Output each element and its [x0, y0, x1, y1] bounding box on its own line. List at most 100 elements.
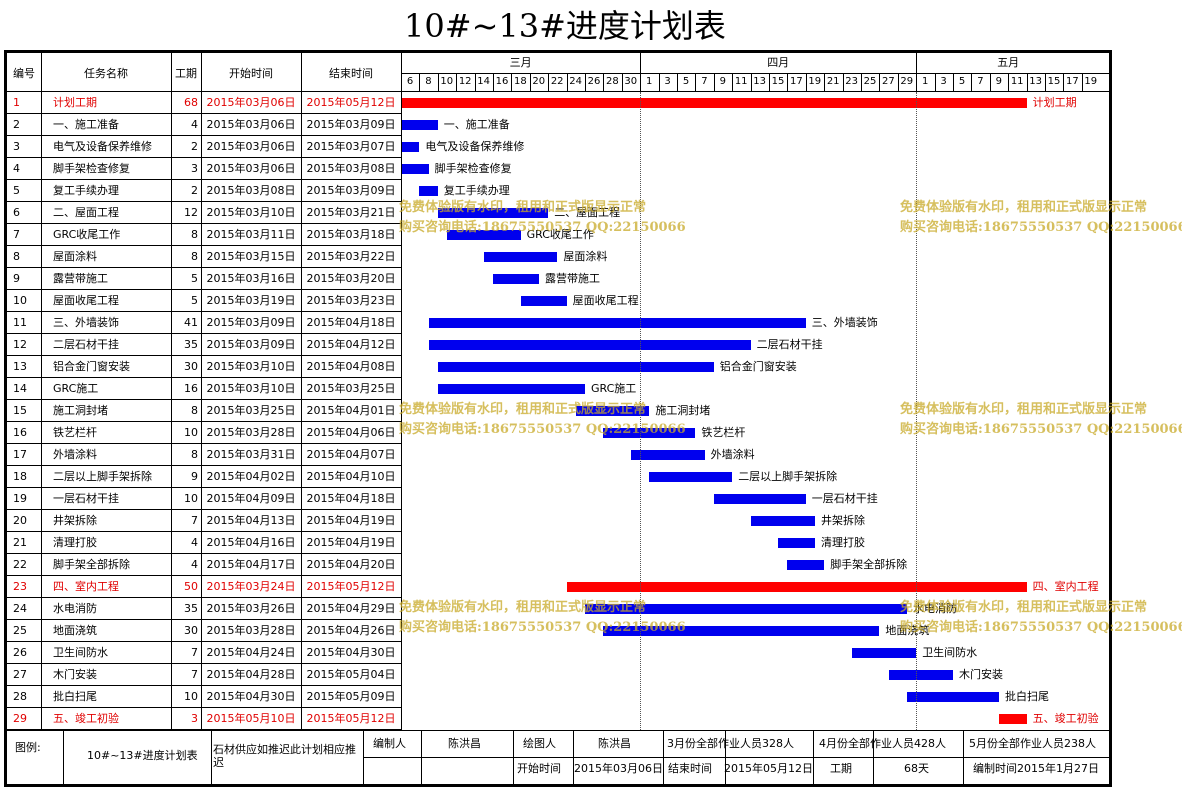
- task-end: 2015年03月22日: [306, 250, 396, 263]
- task-duration: 2: [191, 140, 198, 153]
- task-start: 2015年03月10日: [206, 206, 296, 219]
- row-line: [7, 179, 401, 180]
- task-name: 五、竣工初验: [53, 712, 119, 725]
- day-label: 18: [514, 76, 527, 87]
- gantt-bar: [437, 384, 585, 394]
- day-divider: [824, 73, 826, 91]
- day-label: 1: [646, 76, 653, 87]
- day-label: 17: [790, 76, 803, 87]
- footer-column-line: [63, 730, 64, 784]
- watermark-line2: 购买咨询电话:18675550537 QQ:22150066: [900, 620, 1182, 635]
- task-id: 7: [13, 228, 20, 241]
- task-id: 18: [13, 470, 27, 483]
- gantt-bar-label: 井架拆除: [821, 514, 865, 527]
- day-divider: [585, 73, 586, 91]
- task-name: 施工洞封堵: [53, 404, 108, 417]
- task-name: 屋面收尾工程: [53, 294, 119, 307]
- task-start: 2015年05月10日: [206, 712, 296, 725]
- task-duration: 68: [184, 96, 198, 109]
- task-name: 铝合金门窗安装: [53, 360, 130, 373]
- day-label: 22: [550, 76, 564, 87]
- task-end: 2015年03月21日: [306, 206, 396, 219]
- task-id: 25: [13, 624, 27, 637]
- task-name: 井架拆除: [53, 514, 97, 527]
- task-start: 2015年04月30日: [206, 690, 296, 703]
- footer-column-line: [211, 730, 212, 784]
- staff-april: 4月份全部作业人员428人: [819, 737, 946, 750]
- task-end: 2015年05月04日: [306, 668, 396, 681]
- day-divider: [695, 73, 697, 91]
- gantt-bar-label: 水电消防: [913, 602, 957, 615]
- gantt-bar-label: 计划工期: [1032, 96, 1077, 109]
- row-line: [7, 157, 401, 158]
- task-duration: 3: [191, 162, 198, 175]
- task-start: 2015年03月06日: [206, 140, 296, 153]
- day-label: 9: [719, 76, 726, 87]
- watermark-line2: 购买咨询电话:18675550537 QQ:22150066: [900, 220, 1182, 235]
- task-duration: 7: [191, 646, 198, 659]
- day-divider: [548, 73, 550, 91]
- gantt-bar-label: 屋面涂料: [563, 250, 608, 263]
- gantt-bar: [520, 296, 567, 306]
- day-divider: [1045, 73, 1046, 91]
- task-id: 14: [13, 382, 27, 395]
- staff-march: 3月份全部作业人员328人: [667, 737, 794, 750]
- day-divider: [529, 73, 531, 91]
- gantt-bar: [437, 362, 714, 372]
- task-id: 27: [13, 668, 27, 681]
- day-divider: [897, 73, 899, 91]
- task-name: 一、施工准备: [53, 118, 119, 131]
- row-line: [7, 553, 401, 554]
- task-start: 2015年03月16日: [206, 272, 296, 285]
- task-id: 23: [13, 580, 27, 593]
- task-end: 2015年04月19日: [306, 536, 396, 549]
- month-label: 四月: [767, 56, 790, 69]
- task-name: 外墙涂料: [53, 448, 97, 461]
- gantt-bar: [585, 604, 907, 614]
- day-label: 30: [624, 76, 638, 87]
- day-label: 27: [882, 76, 895, 87]
- task-duration: 7: [191, 514, 198, 527]
- row-line: [7, 443, 401, 444]
- column-line: [401, 53, 402, 730]
- duration-label: 工期: [830, 762, 852, 775]
- day-divider: [805, 73, 807, 91]
- task-end: 2015年04月08日: [306, 360, 396, 373]
- task-end: 2015年04月18日: [306, 492, 396, 505]
- task-start: 2015年04月17日: [206, 558, 296, 571]
- gantt-bar: [778, 538, 815, 548]
- task-end: 2015年03月23日: [306, 294, 396, 307]
- task-start: 2015年04月24日: [206, 646, 296, 659]
- gantt-bar-label: 三、外墙装饰: [811, 316, 878, 329]
- month-guide-line: [640, 92, 642, 730]
- task-name: 二层以上脚手架拆除: [53, 470, 152, 483]
- header-end: 结束时间: [329, 67, 373, 80]
- start-label: 开始时间: [517, 762, 561, 775]
- day-divider: [1026, 73, 1028, 91]
- gantt-bar-label: 清理打胶: [821, 536, 865, 549]
- gantt-bar: [888, 670, 953, 680]
- task-duration: 8: [191, 250, 198, 263]
- task-name: 电气及设备保养维修: [53, 140, 152, 153]
- gantt-bar: [437, 208, 549, 218]
- task-end: 2015年03月09日: [306, 184, 396, 197]
- day-divider: [677, 73, 678, 91]
- row-line: [7, 707, 401, 708]
- day-divider: [953, 73, 954, 91]
- drawer-label: 绘图人: [523, 737, 556, 750]
- month-boundary: [640, 53, 642, 91]
- task-name: 卫生间防水: [53, 646, 108, 659]
- row-line: [7, 575, 401, 576]
- day-label: 21: [826, 76, 840, 87]
- gantt-bar-label: 铝合金门窗安装: [719, 360, 797, 373]
- gantt-bar: [419, 186, 438, 196]
- gantt-bar: [649, 472, 733, 482]
- day-divider: [750, 73, 752, 91]
- task-end: 2015年04月12日: [306, 338, 396, 351]
- day-label: 19: [808, 76, 822, 87]
- column-line: [201, 53, 202, 730]
- task-name: 计划工期: [53, 96, 97, 109]
- day-divider: [1063, 73, 1065, 91]
- task-id: 15: [13, 404, 27, 417]
- day-divider: [419, 73, 421, 91]
